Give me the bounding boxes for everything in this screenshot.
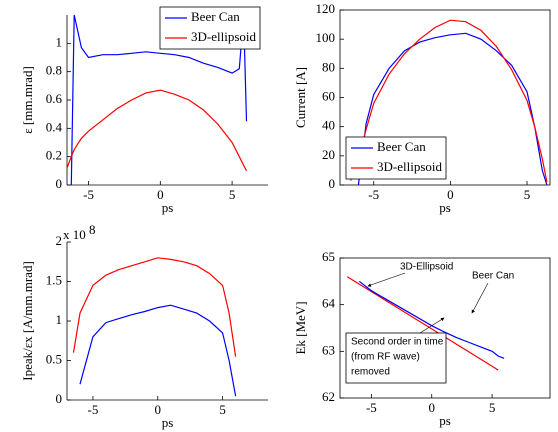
series-line [358,280,505,359]
annotation-arrow [471,282,489,314]
y-tick-label: 0 [329,176,336,191]
x-tick-label: -5 [88,402,99,417]
x-tick-label: -5 [83,187,94,202]
x-tick-label: 5 [489,400,496,415]
y-tick-label: 65 [322,249,335,264]
x-tick-label: -5 [368,187,379,202]
y-tick-label: 0 [56,176,63,191]
y-scale-exponent: 8 [89,222,96,237]
series-line [79,304,237,397]
y-axis-label: ε [mm.mrad] [20,66,35,134]
legend-box [159,6,261,50]
y-axis-label: Ipeak/εx [A/mm.mrad] [20,261,35,381]
series-line [66,89,248,172]
annotation-box [345,332,447,384]
x-tick-label: -5 [366,400,377,415]
y-tick-label: 0.5 [46,351,62,366]
annotation: Beer Can [472,271,514,282]
x-axis-label: ps [162,415,174,430]
y-tick-label: 0 [56,391,63,406]
y-tick-label: 63 [322,342,335,357]
legend: Beer Can 3D-ellipsoid [345,136,447,180]
y-axis-label: Current [A] [293,67,308,128]
x-tick-label: 5 [524,187,531,202]
series-line [357,32,548,186]
y-tick-label: 1 [56,34,63,49]
x-tick-label: 5 [219,402,226,417]
y-tick-label: 64 [322,296,336,311]
y-tick-label: 1.5 [46,272,62,287]
x-axis-label: ps [439,200,451,215]
y-tick-label: 40 [322,118,335,133]
series-line [70,14,248,186]
legend-box [345,136,447,180]
y-tick-label: 2 [56,233,63,248]
annotation-box-line: (from RF wave) [351,352,420,363]
y-scale-label: x 10 [63,227,86,242]
x-axis-label: ps [439,413,451,428]
x-axis-label: ps [162,200,174,215]
y-tick-label: 62 [322,389,335,404]
y-tick-label: 120 [316,1,336,16]
legend-label: Beer Can [191,9,240,24]
axes-box [339,257,551,399]
y-tick-label: 1 [56,312,63,327]
x-tick-label: 5 [229,187,236,202]
x-tick-label: 0 [155,402,162,417]
annotation: 3D-Ellipsoid [400,262,453,273]
y-tick-label: 0.4 [46,119,63,134]
x-tick-label: 0 [157,187,164,202]
annotation-arrow [367,272,406,287]
y-tick-label: 80 [322,59,335,74]
series-line [72,257,237,357]
y-tick-label: 0.2 [46,148,62,163]
y-axis-label: Ek [MeV] [293,301,308,354]
y-tick-label: 60 [322,88,335,103]
y-tick-label: 20 [322,147,335,162]
legend-label: 3D-ellipsoid [377,159,442,174]
annotation-box-line: Second order in time [351,337,444,348]
x-tick-label: 0 [447,187,454,202]
legend-label: Beer Can [377,139,426,154]
annotation-box-line: removed [351,367,390,378]
y-tick-label: 100 [316,30,336,45]
x-tick-label: 0 [428,400,435,415]
series-line [350,19,548,183]
annotation-arrow [419,317,445,334]
series-line [346,276,499,371]
y-tick-label: 0.8 [46,63,62,78]
legend: Beer Can 3D-ellipsoid [159,6,261,50]
legend-label: 3D-ellipsoid [191,29,256,44]
y-tick-label: 0.6 [46,91,63,106]
